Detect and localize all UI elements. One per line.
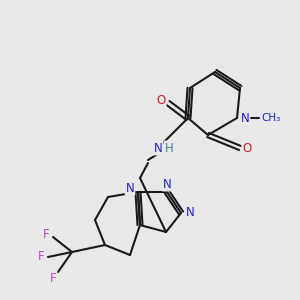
Text: N: N	[163, 178, 171, 190]
Text: O: O	[242, 142, 252, 154]
Text: N: N	[154, 142, 162, 154]
Text: N: N	[186, 206, 194, 220]
Text: N: N	[241, 112, 249, 124]
Text: H: H	[165, 142, 173, 154]
Text: F: F	[43, 229, 49, 242]
Text: N: N	[126, 182, 134, 194]
Text: F: F	[50, 272, 56, 284]
Text: O: O	[156, 94, 166, 106]
Text: CH₃: CH₃	[261, 113, 280, 123]
Text: F: F	[38, 250, 44, 263]
